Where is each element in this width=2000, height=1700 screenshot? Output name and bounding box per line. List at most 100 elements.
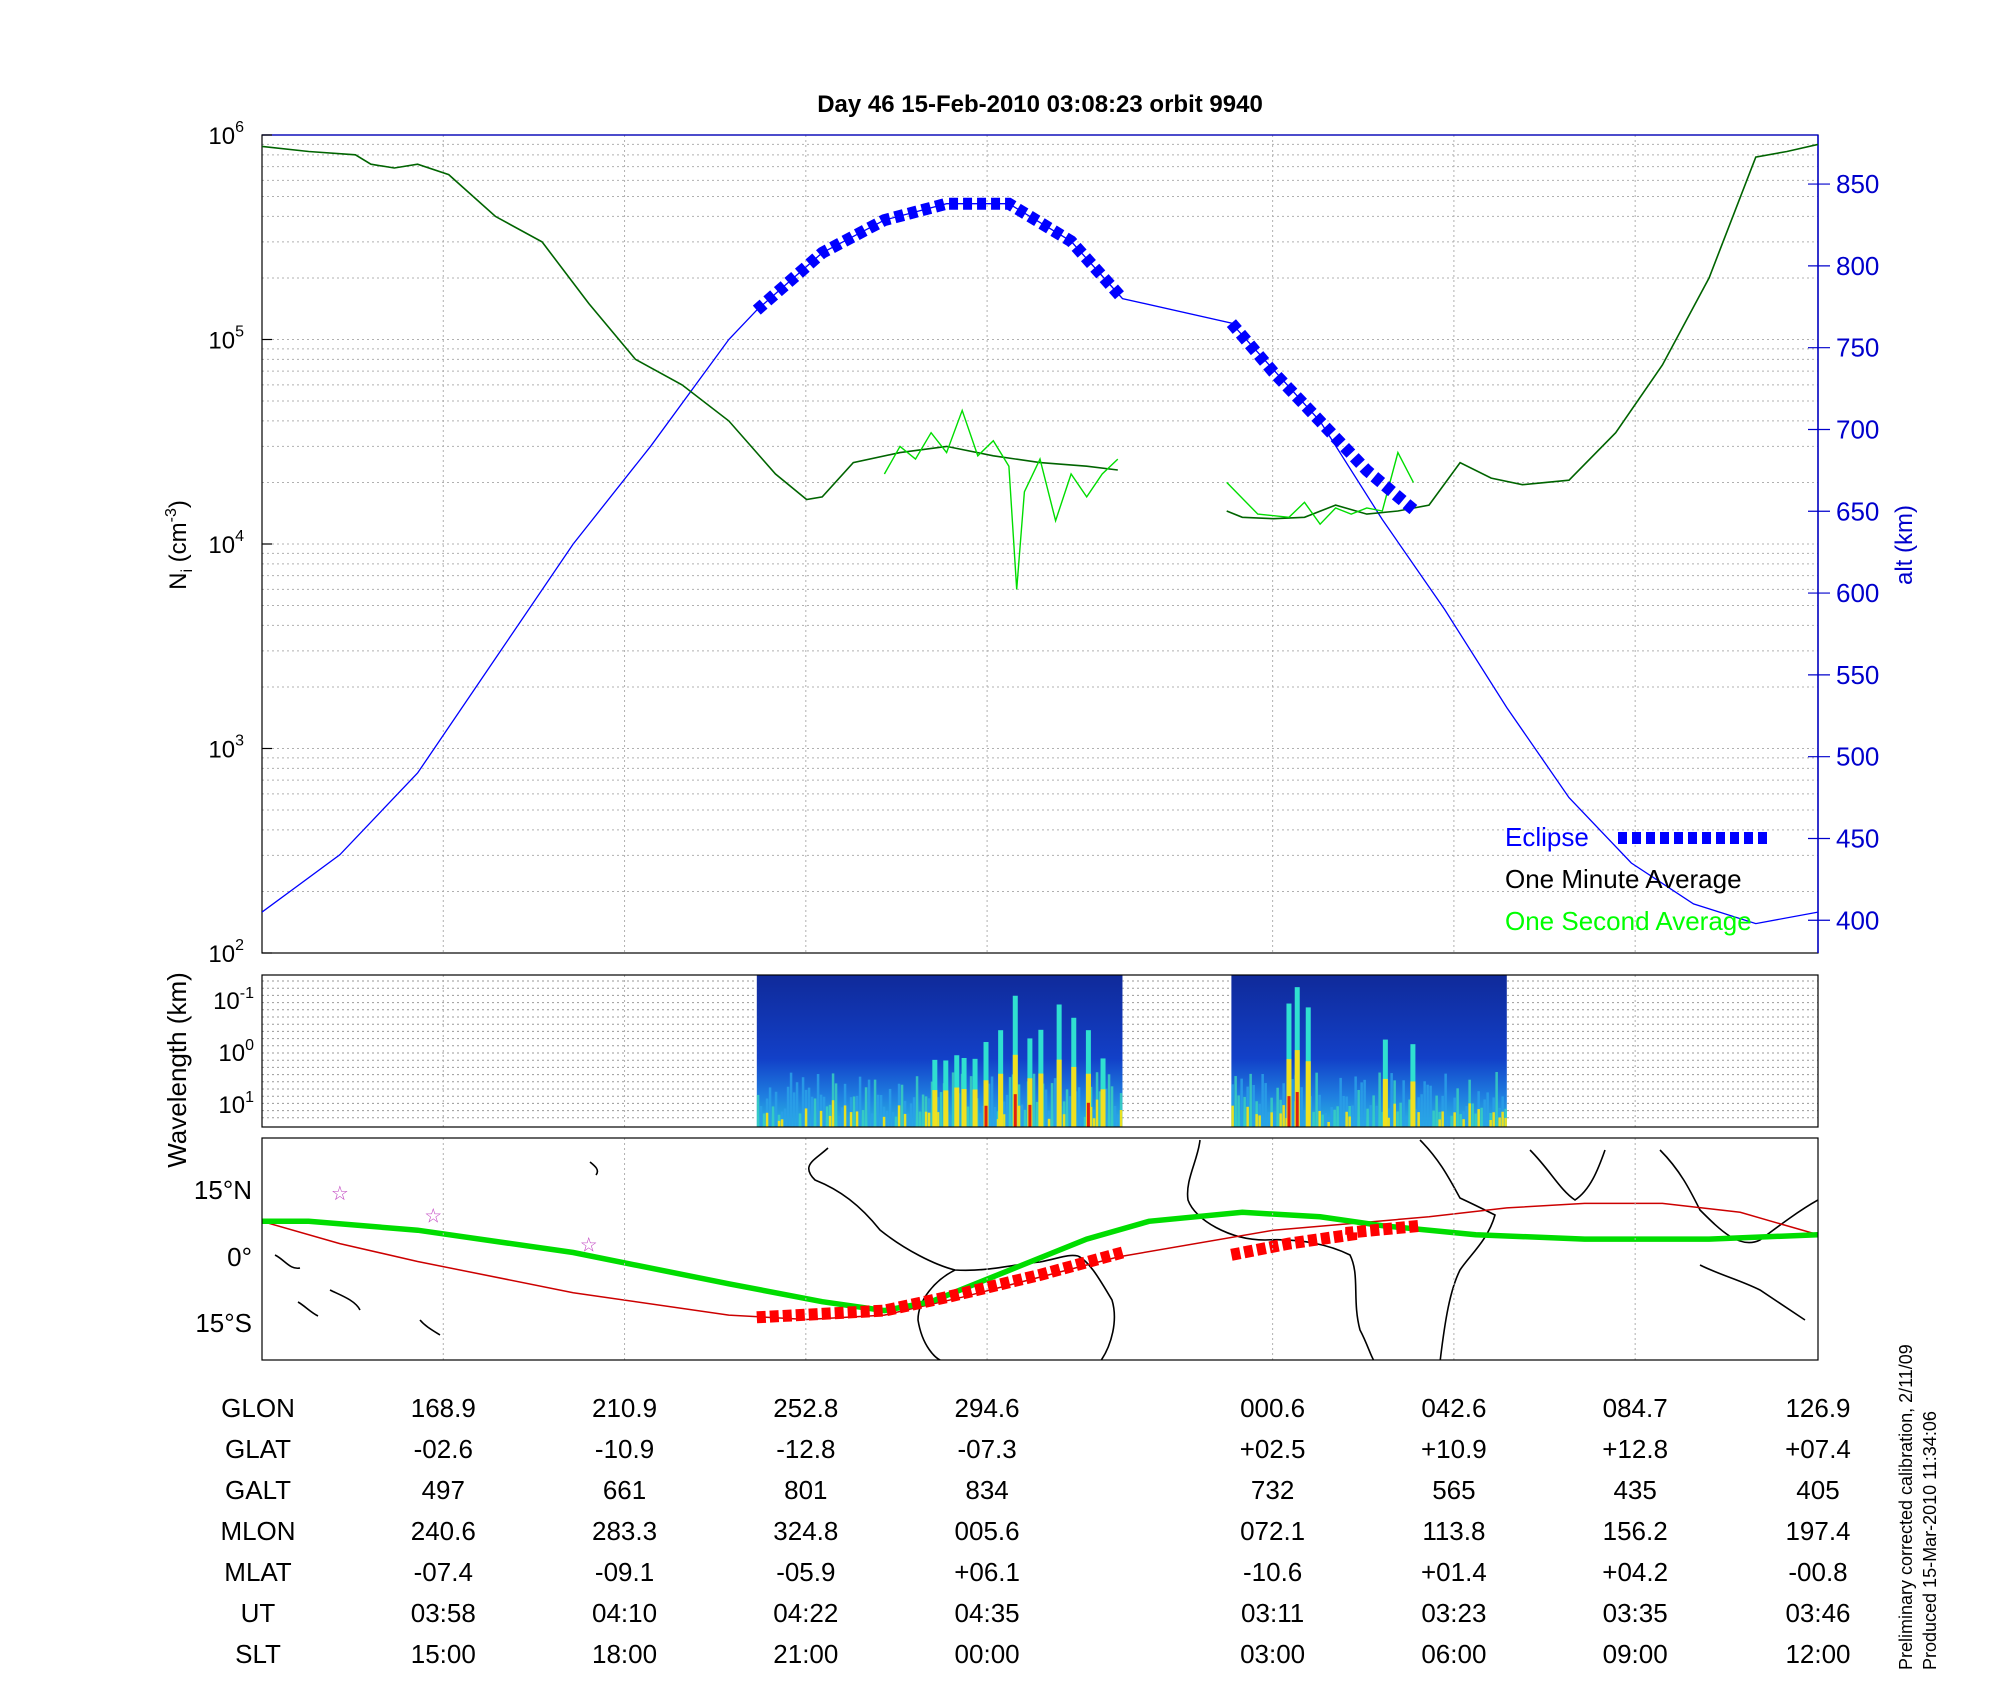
table-row-label-galt: GALT <box>225 1475 291 1505</box>
spectrogram-burst-core <box>1410 1081 1416 1127</box>
table-row-label-mlon: MLON <box>220 1516 295 1546</box>
map-star-1: ☆ <box>424 1206 442 1228</box>
spectrogram-column <box>813 1098 817 1127</box>
right-tick-label-7: 750 <box>1836 333 1879 363</box>
spectrogram-column <box>1486 1092 1489 1127</box>
spectrogram-column <box>1008 1077 1012 1127</box>
africa-east-coast <box>1419 1139 1496 1360</box>
table-cell-slt-3: 00:00 <box>955 1639 1020 1669</box>
spectrogram-column <box>1249 1073 1252 1127</box>
spectrogram-burst-peak <box>1287 1096 1291 1127</box>
spectrogram-column <box>918 1111 922 1127</box>
spectrogram-column <box>1435 1095 1438 1127</box>
table-cell-galt-3: 834 <box>965 1475 1008 1505</box>
spectrogram-frame <box>261 974 1819 1128</box>
spectrogram-column <box>906 1113 910 1127</box>
eclipse-segment-1 <box>1226 319 1418 515</box>
indonesia-coast <box>1699 1264 1806 1321</box>
table-cell-ut-3: 04:35 <box>955 1598 1020 1628</box>
spectrogram-column <box>1351 1105 1354 1127</box>
spectrogram-hot <box>924 1111 928 1127</box>
spectrogram-column <box>774 1091 778 1127</box>
map-grid <box>442 1138 1819 1360</box>
table-cell-mlon-1: 283.3 <box>592 1516 657 1546</box>
right-tick-label-4: 600 <box>1836 578 1879 608</box>
table-cell-glon-1: 210.9 <box>592 1393 657 1423</box>
spectrogram-column <box>987 1083 991 1127</box>
table-cell-glat-7: +07.4 <box>1785 1434 1851 1464</box>
table-cell-glon-6: 084.7 <box>1603 1393 1668 1423</box>
table-cell-mlon-4: 072.1 <box>1240 1516 1305 1546</box>
spectrogram-column <box>1020 1104 1024 1127</box>
spectrogram-column <box>1474 1113 1477 1127</box>
spectrogram-column <box>873 1079 877 1127</box>
left-axis-label: Ni (cm-3) <box>163 500 196 590</box>
spectrogram-column <box>1050 1083 1054 1127</box>
table-cell-glat-3: -07.3 <box>957 1434 1016 1464</box>
spectrogram-column <box>1273 1110 1276 1127</box>
table-cell-glon-2: 252.8 <box>773 1393 838 1423</box>
table-cell-ut-0: 03:58 <box>411 1598 476 1628</box>
spectrogram-column <box>1375 1105 1378 1127</box>
legend-eclipse-label: Eclipse <box>1505 822 1589 852</box>
spectrogram-hot <box>1492 1112 1495 1127</box>
table-cell-ut-7: 03:46 <box>1785 1598 1850 1628</box>
map-eclipse-segment-0 <box>756 1246 1125 1324</box>
spectrogram-column <box>1483 1099 1486 1127</box>
legend: Eclipse One Minute Average One Second Av… <box>1505 822 1768 936</box>
spectrogram-hot <box>1387 1117 1390 1127</box>
left-tick-label-1: 103 <box>208 733 244 764</box>
table-cell-mlat-0: -07.4 <box>414 1557 473 1587</box>
spectrogram-column <box>900 1084 904 1127</box>
map-star-0: ☆ <box>331 1183 349 1205</box>
spectrogram-column <box>756 1094 760 1127</box>
spectrogram-column <box>1366 1108 1369 1127</box>
spectrogram-hot <box>882 1116 886 1127</box>
table-cell-ut-2: 04:22 <box>773 1598 838 1628</box>
spectrogram-hot <box>1246 1106 1249 1127</box>
spectrogram-column <box>969 1076 973 1127</box>
spectrogram-hot <box>1279 1113 1282 1127</box>
south-america-east-coast <box>1077 1255 1116 1360</box>
spectrogram-column <box>870 1113 874 1127</box>
footnote-line2: Produced 15-Mar-2010 11:34:06 <box>1920 1411 1940 1670</box>
spectrogram-tick-label-2: 101 <box>218 1089 254 1119</box>
spectrogram-tick-label-0: 10-1 <box>213 985 254 1015</box>
spectrogram-column <box>1336 1106 1339 1127</box>
spectrogram-hot <box>1231 1105 1234 1127</box>
africa-west-coast <box>1186 1139 1375 1360</box>
spectrogram-hot <box>1270 1112 1273 1127</box>
spectrogram-hot <box>777 1120 781 1127</box>
spectrogram-burst-peak <box>1295 1092 1299 1127</box>
table-cell-glat-5: +10.9 <box>1421 1434 1487 1464</box>
spectrogram-column <box>861 1110 865 1127</box>
table-cell-ut-4: 03:11 <box>1241 1598 1304 1628</box>
spectrogram-hot <box>780 1119 784 1127</box>
right-tick-label-6: 700 <box>1836 414 1879 444</box>
spectrogram-column <box>1053 1078 1057 1127</box>
spectrogram-column <box>930 1081 934 1127</box>
spectrogram-column <box>1300 1087 1303 1127</box>
table-cell-glat-2: -12.8 <box>776 1434 835 1464</box>
map-star-2: ☆ <box>580 1235 598 1257</box>
spectrogram-hot <box>927 1112 931 1127</box>
spectrogram-column <box>768 1087 772 1127</box>
spectrogram-column <box>1291 1079 1294 1127</box>
spectrogram-column <box>993 1106 997 1127</box>
spectrogram-hot <box>819 1110 823 1127</box>
spectrogram-column <box>771 1106 775 1127</box>
spectrogram-column <box>1390 1073 1393 1127</box>
spectrogram-hot <box>1255 1114 1258 1127</box>
spectrogram-burst-peak <box>1028 1104 1032 1127</box>
spectrogram-hot <box>1453 1112 1456 1127</box>
spectrogram-column <box>1276 1087 1279 1127</box>
table-cell-galt-1: 661 <box>603 1475 646 1505</box>
spectrogram-burst-core <box>1085 1073 1091 1127</box>
spectrogram-column <box>1447 1116 1450 1127</box>
central-america-coast <box>808 1147 1079 1272</box>
spectrogram-hot <box>1345 1111 1348 1127</box>
spectrogram-column <box>798 1113 802 1127</box>
table-cell-slt-7: 12:00 <box>1785 1639 1850 1669</box>
spectrogram-column <box>1456 1088 1459 1127</box>
